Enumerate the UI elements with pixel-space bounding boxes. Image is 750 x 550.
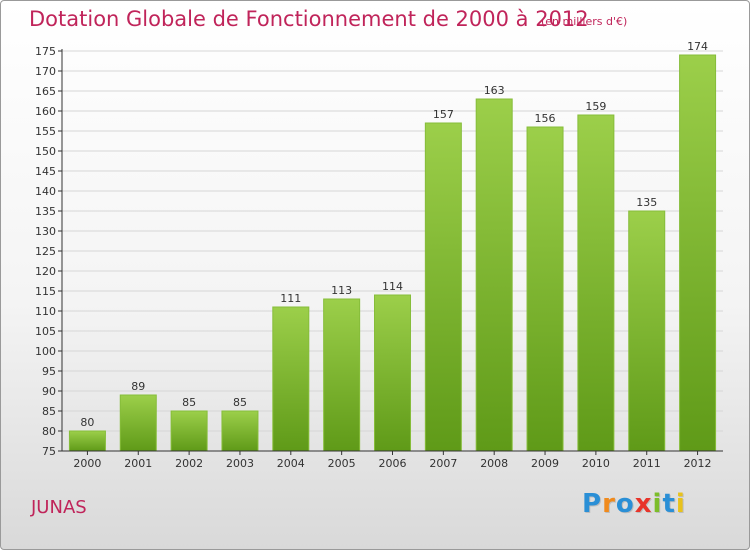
value-label-2006: 114 xyxy=(382,280,403,293)
logo-letter: t xyxy=(662,489,676,519)
logo-letter: i xyxy=(675,489,686,519)
x-tick-label-2008: 2008 xyxy=(480,457,508,470)
bar-2004 xyxy=(272,306,310,452)
value-label-2003: 85 xyxy=(233,396,247,409)
bar-2003 xyxy=(221,410,259,452)
chart-subtitle: (en milliers d'€) xyxy=(541,15,628,28)
logo-letter: o xyxy=(615,489,635,519)
y-tick-label: 95 xyxy=(42,365,56,378)
logo-letter: i xyxy=(652,489,663,519)
x-tick-label-2012: 2012 xyxy=(684,457,712,470)
value-label-2004: 111 xyxy=(280,292,301,305)
y-tick-label: 155 xyxy=(35,125,56,138)
chart-title: Dotation Globale de Fonctionnement de 20… xyxy=(29,7,589,31)
y-tick-label: 90 xyxy=(42,385,56,398)
bar-2009 xyxy=(526,126,564,452)
y-tick-label: 120 xyxy=(35,265,56,278)
logo-letter: r xyxy=(602,489,616,519)
x-tick-label-2004: 2004 xyxy=(277,457,305,470)
y-tick-label: 85 xyxy=(42,405,56,418)
y-tick-label: 110 xyxy=(35,305,56,318)
x-tick-label-2003: 2003 xyxy=(226,457,254,470)
y-tick-label: 170 xyxy=(35,65,56,78)
y-tick-label: 165 xyxy=(35,85,56,98)
bar-2012 xyxy=(679,54,717,452)
proxiti-logo: Proxiti xyxy=(582,489,686,519)
x-tick-label-2009: 2009 xyxy=(531,457,559,470)
y-tick-label: 135 xyxy=(35,205,56,218)
bar-2010 xyxy=(577,114,615,452)
value-label-2007: 157 xyxy=(433,108,454,121)
y-tick-label: 115 xyxy=(35,285,56,298)
value-label-2008: 163 xyxy=(484,84,505,97)
bar-2005 xyxy=(323,298,361,452)
y-tick-label: 130 xyxy=(35,225,56,238)
value-label-2012: 174 xyxy=(687,40,708,53)
bar-2006 xyxy=(374,294,411,452)
x-tick-label-2011: 2011 xyxy=(633,457,661,470)
bars xyxy=(68,54,717,452)
value-label-2009: 156 xyxy=(535,112,556,125)
bar-2007 xyxy=(424,122,462,452)
x-tick-label-2005: 2005 xyxy=(328,457,356,470)
x-tick-label-2000: 2000 xyxy=(73,457,101,470)
x-tick-label-2002: 2002 xyxy=(175,457,203,470)
bar-2008 xyxy=(475,98,513,452)
y-tick-label: 125 xyxy=(35,245,56,258)
logo-letter: x xyxy=(634,489,653,519)
bar-2000 xyxy=(68,430,106,452)
y-tick-label: 75 xyxy=(42,445,56,458)
y-tick-label: 140 xyxy=(35,185,56,198)
y-tick-label: 105 xyxy=(35,325,56,338)
y-tick-label: 175 xyxy=(35,45,56,58)
x-tick-label-2007: 2007 xyxy=(429,457,457,470)
value-label-2010: 159 xyxy=(585,100,606,113)
commune-name: JUNAS xyxy=(31,497,87,518)
value-label-2002: 85 xyxy=(182,396,196,409)
bar-2002 xyxy=(170,410,208,452)
y-tick-label: 145 xyxy=(35,165,56,178)
y-tick-label: 150 xyxy=(35,145,56,158)
x-tick-label-2001: 2001 xyxy=(124,457,152,470)
x-tick-label-2006: 2006 xyxy=(379,457,407,470)
axes xyxy=(58,49,723,455)
x-tick-label-2010: 2010 xyxy=(582,457,610,470)
value-label-2000: 80 xyxy=(80,416,94,429)
labels: 75 80 85 90 95 100 105 110 115 120 125 130 135 140 145… xyxy=(35,40,712,470)
y-tick-label: 100 xyxy=(35,345,56,358)
value-label-2001: 89 xyxy=(131,380,145,393)
value-label-2005: 113 xyxy=(331,284,352,297)
logo-letter: P xyxy=(582,489,603,519)
bar-2001 xyxy=(119,394,157,452)
y-tick-label: 80 xyxy=(42,425,56,438)
y-tick-label: 160 xyxy=(35,105,56,118)
bar-2011 xyxy=(628,210,666,452)
value-label-2011: 135 xyxy=(636,196,657,209)
